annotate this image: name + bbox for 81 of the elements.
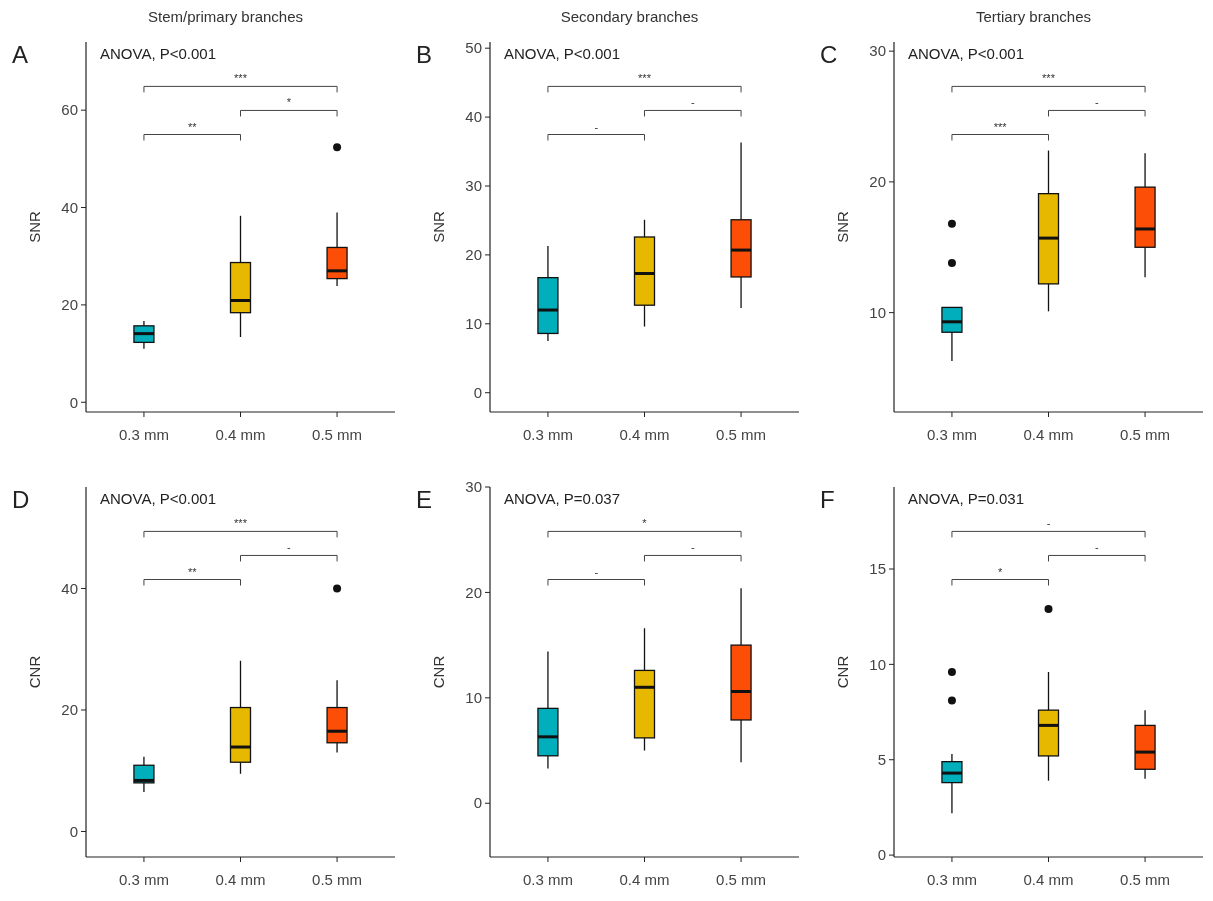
y-tick-label: 30	[465, 177, 482, 195]
x-tick-label: 0.3 mm	[522, 871, 573, 888]
x-tick-label: 0.5 mm	[1120, 426, 1171, 443]
annotation: ANOVA, P=0.037	[504, 490, 621, 507]
x-tick-label: 0.5 mm	[716, 871, 767, 888]
y-tick-label: 10	[869, 655, 886, 673]
y-axis-title: CNR	[430, 655, 447, 689]
annotation: ANOVA, P<0.001	[504, 45, 621, 62]
y-tick-label: 0	[69, 822, 78, 840]
x-tick-label: 0.5 mm	[312, 426, 363, 443]
annotation: *	[286, 96, 292, 109]
x-tick-label: 0.3 mm	[522, 426, 573, 443]
y-tick-label: 40	[61, 579, 78, 597]
annotation: -	[690, 96, 695, 109]
annotation: ***	[234, 72, 248, 85]
y-tick-label: 40	[61, 198, 78, 216]
x-tick-label: 0.4 mm	[1023, 871, 1074, 888]
annotation: ANOVA, P<0.001	[100, 490, 217, 507]
x-tick-label: 0.3 mm	[118, 871, 169, 888]
text: E	[416, 486, 433, 513]
annotation: -	[690, 541, 695, 554]
annotation: -	[286, 541, 291, 554]
annotation: -	[594, 565, 599, 578]
y-tick-label: 0	[473, 794, 482, 812]
annotation: ***	[638, 72, 652, 85]
y-tick-label: 15	[869, 560, 886, 578]
x-tick-label: 0.4 mm	[215, 871, 266, 888]
y-tick-label: 50	[465, 39, 482, 57]
y-axis-title: CNR	[834, 655, 851, 689]
y-tick-label: 20	[465, 583, 482, 601]
x-tick-label: 0.3 mm	[926, 871, 977, 888]
y-axis-title: CNR	[26, 655, 43, 689]
x-tick-label: 0.5 mm	[1120, 871, 1171, 888]
annotation: *	[998, 565, 1004, 578]
y-tick-label: 10	[465, 689, 482, 707]
annotation: ANOVA, P<0.001	[908, 45, 1025, 62]
annotation: ANOVA, P<0.001	[100, 45, 217, 62]
annotation: -	[1046, 517, 1051, 530]
annotation: ANOVA, P=0.031	[908, 490, 1025, 507]
chart-title: Tertiary branches	[975, 8, 1092, 25]
text: A	[12, 41, 29, 68]
y-tick-label: 10	[465, 315, 482, 333]
y-tick-label: 40	[465, 108, 482, 126]
y-tick-label: 30	[869, 42, 886, 60]
y-tick-label: 30	[465, 478, 482, 496]
x-tick-label: 0.4 mm	[215, 426, 266, 443]
x-tick-label: 0.3 mm	[118, 426, 169, 443]
annotation: **	[187, 565, 198, 578]
chart-title: Secondary branches	[560, 8, 699, 25]
y-tick-label: 10	[869, 303, 886, 321]
x-tick-label: 0.5 mm	[716, 426, 767, 443]
y-tick-label: 5	[877, 750, 886, 768]
annotation: -	[1094, 541, 1099, 554]
x-tick-label: 0.4 mm	[1023, 426, 1074, 443]
x-tick-label: 0.4 mm	[619, 871, 670, 888]
text: D	[12, 486, 30, 513]
y-tick-label: 0	[473, 383, 482, 401]
text: B	[416, 41, 433, 68]
annotation: -	[1094, 96, 1099, 109]
y-tick-label: 0	[69, 393, 78, 411]
y-tick-label: 60	[61, 101, 78, 119]
text: C	[820, 41, 838, 68]
annotation: *	[642, 517, 648, 530]
y-axis-title: SNR	[430, 211, 447, 243]
y-axis-title: SNR	[834, 211, 851, 243]
annotation: ***	[993, 120, 1008, 133]
annotation: ***	[234, 517, 248, 530]
y-tick-label: 20	[61, 701, 78, 719]
y-axis-title: SNR	[26, 211, 43, 243]
y-tick-label: 20	[465, 246, 482, 264]
annotation: -	[594, 120, 599, 133]
annotation: **	[187, 120, 198, 133]
x-tick-label: 0.5 mm	[312, 871, 363, 888]
y-tick-label: 0	[877, 846, 886, 864]
x-tick-label: 0.3 mm	[926, 426, 977, 443]
text: F	[820, 486, 835, 513]
annotation: ***	[1042, 72, 1056, 85]
chart-title: Stem/primary branches	[147, 8, 304, 25]
x-tick-label: 0.4 mm	[619, 426, 670, 443]
y-tick-label: 20	[869, 173, 886, 191]
y-tick-label: 20	[61, 296, 78, 314]
